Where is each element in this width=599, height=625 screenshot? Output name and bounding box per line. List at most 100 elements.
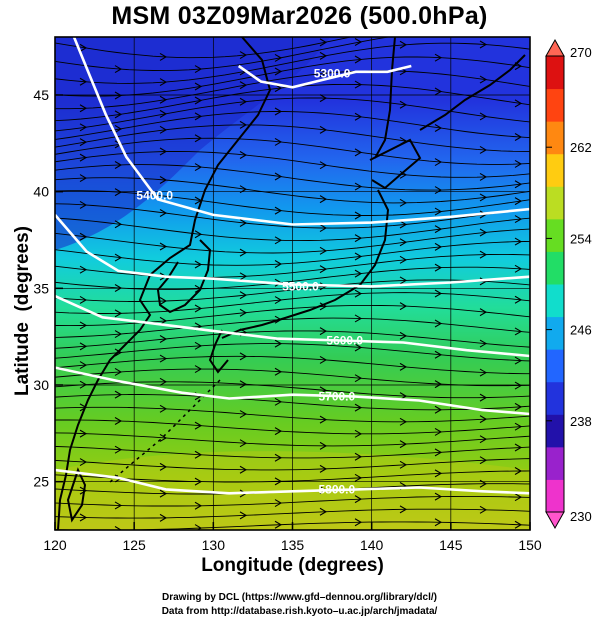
flow-arrow <box>239 511 248 520</box>
streamline <box>55 190 530 216</box>
flow-arrow <box>434 380 443 389</box>
flow-arrow <box>514 356 523 365</box>
colorbar-segment <box>546 316 564 350</box>
streamline <box>55 150 530 178</box>
flow-arrow <box>479 145 488 154</box>
sakhalin-coastline <box>374 37 396 159</box>
flow-arrow <box>354 234 363 243</box>
y-tick-label: 25 <box>33 474 49 490</box>
flow-arrow <box>194 230 203 239</box>
height-contour-line <box>55 366 530 416</box>
flow-arrow <box>114 348 123 357</box>
flow-arrow <box>239 439 248 448</box>
streamline <box>55 292 530 314</box>
flow-arrow <box>400 23 406 30</box>
streamline <box>55 203 530 229</box>
flow-arrow <box>399 302 408 311</box>
flow-arrow <box>114 526 123 530</box>
flow-arrow <box>434 263 443 272</box>
flow-arrow <box>159 242 168 251</box>
colorbar-segment <box>546 121 564 155</box>
x-tick-label: 130 <box>202 537 226 553</box>
flow-arrow <box>399 198 408 207</box>
flow-arrow <box>274 107 283 116</box>
flow-arrow <box>479 112 488 121</box>
flow-arrow <box>239 51 248 60</box>
flow-arrow <box>79 200 88 209</box>
colorbar-tick-label: 270 <box>570 45 592 60</box>
flow-arrow <box>79 265 88 274</box>
flow-arrow <box>274 339 283 348</box>
flow-arrow <box>399 238 408 247</box>
flow-arrow <box>434 242 443 251</box>
flow-arrow <box>159 462 168 471</box>
flow-arrow <box>319 386 328 395</box>
flow-arrow <box>114 91 123 100</box>
hokkaido-coastline <box>369 138 422 190</box>
streamline <box>55 317 530 338</box>
flow-arrow <box>514 215 523 224</box>
flow-arrow <box>194 341 203 350</box>
streamline <box>55 42 530 84</box>
flow-arrow <box>399 40 408 49</box>
flow-arrow <box>114 501 123 510</box>
flow-arrow <box>514 197 523 206</box>
flow-arrow <box>434 186 443 195</box>
flow-arrow <box>194 524 203 530</box>
streamline <box>55 70 530 110</box>
flow-arrow <box>399 460 408 469</box>
flow-arrow <box>79 513 88 522</box>
flow-arrow <box>274 520 283 529</box>
flow-arrow <box>479 393 488 402</box>
flow-arrow <box>319 246 328 255</box>
flow-arrow <box>319 327 328 336</box>
flow-arrow <box>514 402 523 411</box>
colorbar-segment <box>546 479 564 513</box>
flow-arrow <box>79 361 88 370</box>
colorbar-tick-label: 246 <box>570 323 592 338</box>
honshu-coastline <box>221 189 390 339</box>
flow-arrow <box>159 335 168 343</box>
flow-arrow <box>79 429 88 438</box>
y-axis-label: Latitude (degrees) <box>12 226 33 396</box>
flow-arrow <box>399 440 408 449</box>
contour-label: 5700.0 <box>318 390 355 404</box>
streamline <box>55 343 530 362</box>
flow-arrow <box>479 339 488 348</box>
flow-arrow <box>354 403 363 412</box>
flow-arrow <box>159 176 168 184</box>
flow-arrow <box>79 174 88 183</box>
x-tick-label: 135 <box>281 537 305 553</box>
flow-arrow <box>114 110 123 119</box>
flow-arrow <box>239 465 248 474</box>
kyushu-coastline <box>208 329 229 374</box>
contour-label: 5300.0 <box>314 67 351 81</box>
flow-arrow <box>274 172 283 181</box>
flow-arrow <box>159 377 168 386</box>
flow-arrow <box>399 220 408 229</box>
flow-arrow <box>399 331 408 340</box>
flow-arrow <box>239 352 248 361</box>
flow-arrow <box>354 148 363 157</box>
flow-arrow <box>319 265 328 274</box>
colorbar-segment <box>546 251 564 285</box>
flow-arrow <box>354 518 363 527</box>
streamline <box>55 445 530 459</box>
flow-arrow <box>514 422 523 431</box>
streamline <box>55 124 530 152</box>
streamline <box>55 253 530 278</box>
flow-arrow <box>434 289 443 298</box>
contour-label: 5500.0 <box>282 279 319 293</box>
flow-arrow <box>114 390 123 399</box>
flow-arrow <box>514 62 523 71</box>
flow-arrow <box>479 505 488 514</box>
flow-arrow <box>114 330 123 339</box>
colorbar-max-arrow <box>545 38 565 57</box>
flow-arrow <box>319 51 328 60</box>
streamline <box>55 111 530 140</box>
colorbar-segment <box>546 381 564 415</box>
x-tick-label: 125 <box>122 537 146 553</box>
flow-arrow <box>514 99 523 108</box>
streamline <box>55 355 530 375</box>
flow-arrow <box>514 493 523 502</box>
